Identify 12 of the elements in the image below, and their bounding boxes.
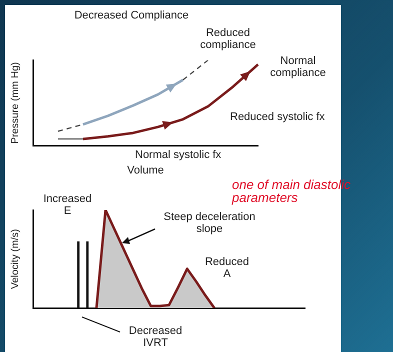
text: Reduced compliance (199, 27, 257, 51)
y-axis-title: Pressure (mm Hg) (10, 62, 21, 144)
annotation: Reduced A (204, 256, 250, 280)
annotation: Steep deceleration slope (162, 211, 256, 235)
text: Normal systolic fx (135, 149, 222, 161)
annotation: Increased E (42, 193, 93, 217)
chart-title: Decreased Compliance (74, 10, 189, 22)
text: Decreased IVRT (128, 325, 184, 349)
annotation: Reduced systolic fx (230, 111, 326, 123)
y-axis-title: Velocity (m/s) (10, 228, 21, 290)
x-axis-title: Volume (127, 164, 164, 176)
text: Normal compliance (269, 55, 327, 79)
